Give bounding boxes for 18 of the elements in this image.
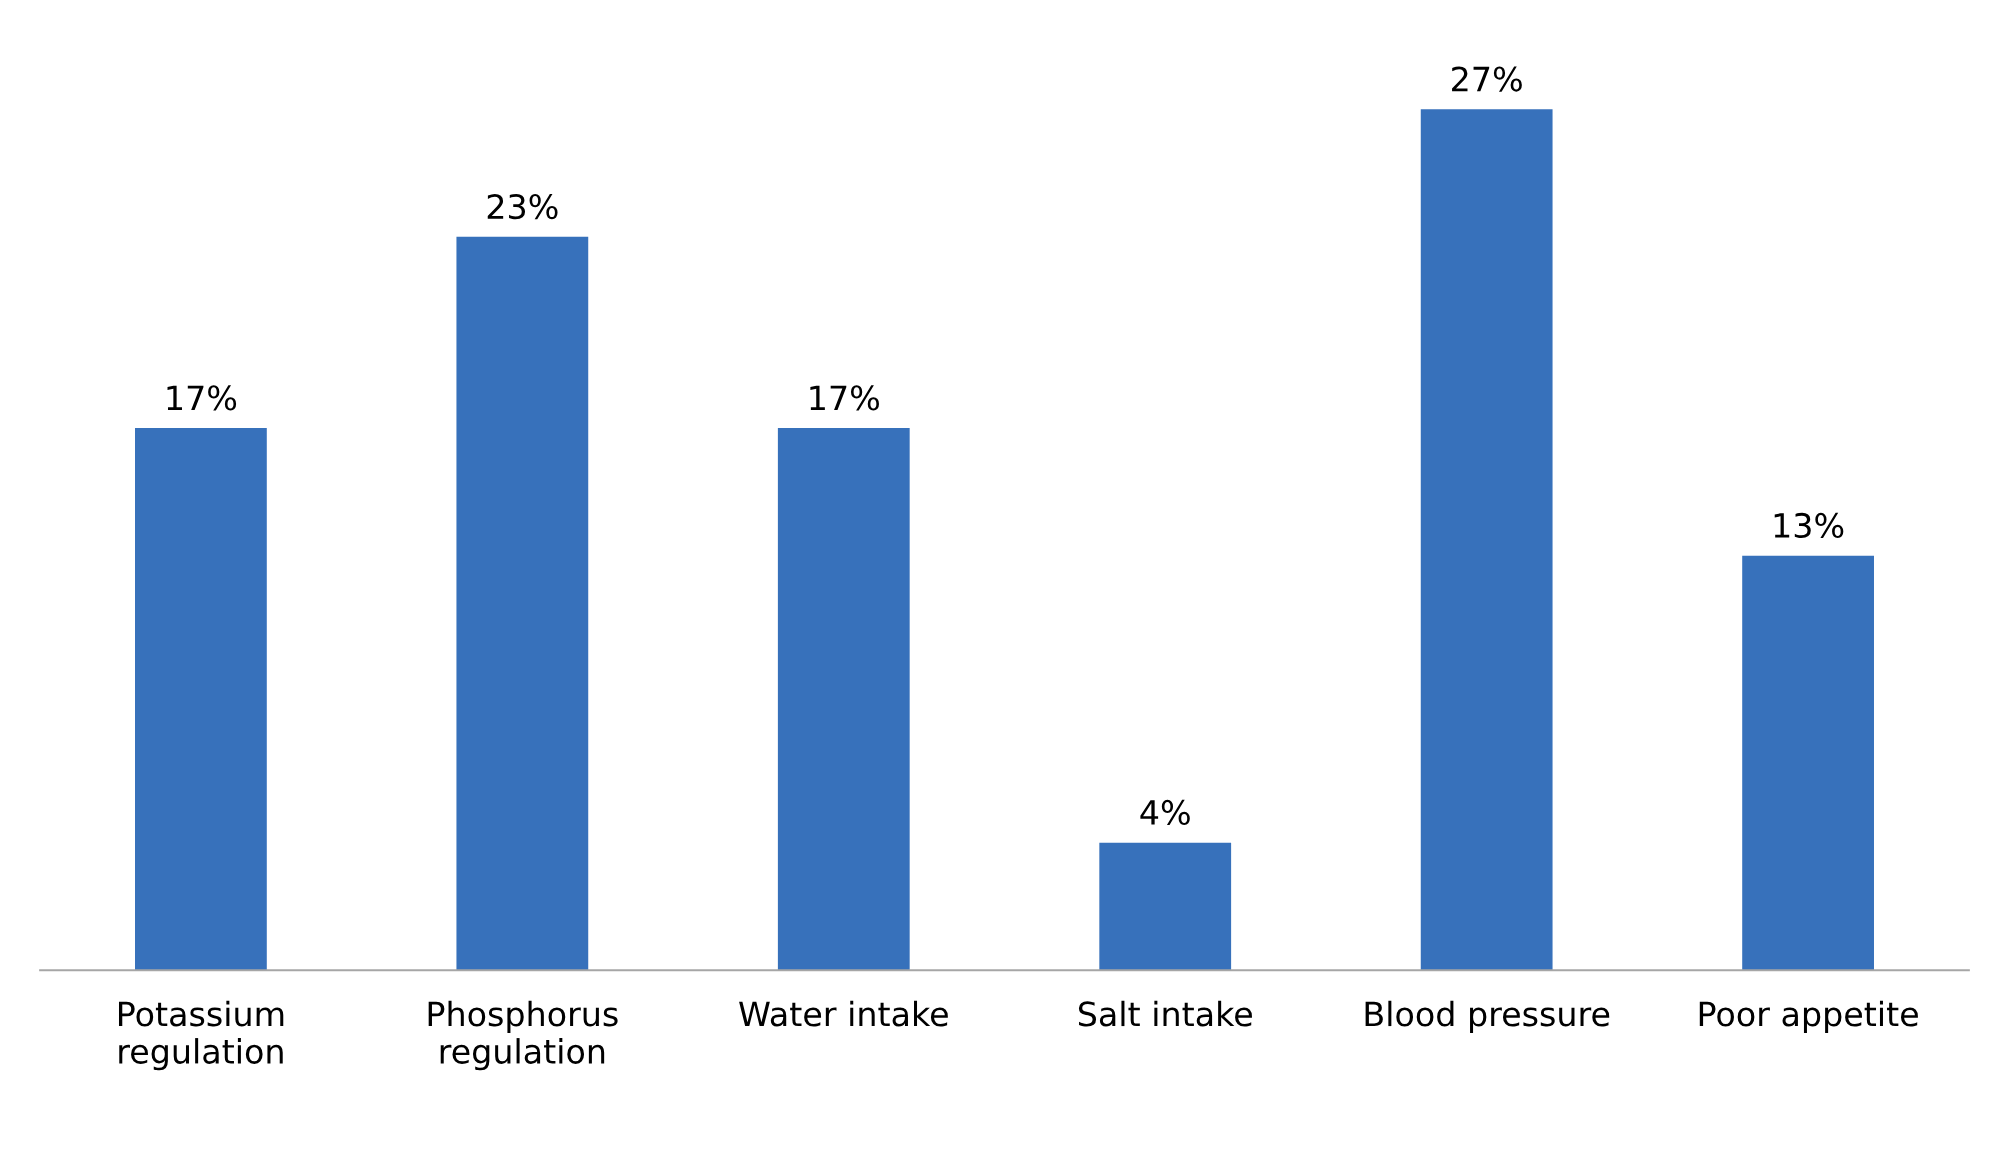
x-tick-label: Poor appetite <box>1699 1000 1918 1034</box>
data-label: 13% <box>1774 512 1844 539</box>
x-tick-label: Water intake <box>739 1000 948 1027</box>
bar <box>1099 842 1232 971</box>
x-tick-label: Potassium regulation <box>118 1000 284 1071</box>
x-tick-label: Blood pressure <box>1365 1000 1610 1034</box>
data-label: 23% <box>487 193 558 220</box>
data-label: 27% <box>1452 66 1522 92</box>
bar <box>1420 109 1553 971</box>
x-tick-label: Salt intake <box>1078 1000 1252 1027</box>
data-label: 17% <box>810 385 879 411</box>
bar <box>777 428 910 971</box>
data-label: 17% <box>167 385 237 411</box>
bar <box>135 428 267 971</box>
bar <box>456 236 589 971</box>
x-tick-label: Phosphorus regulation <box>428 1000 618 1071</box>
data-label: 4% <box>1140 799 1190 826</box>
bar <box>1742 555 1874 971</box>
